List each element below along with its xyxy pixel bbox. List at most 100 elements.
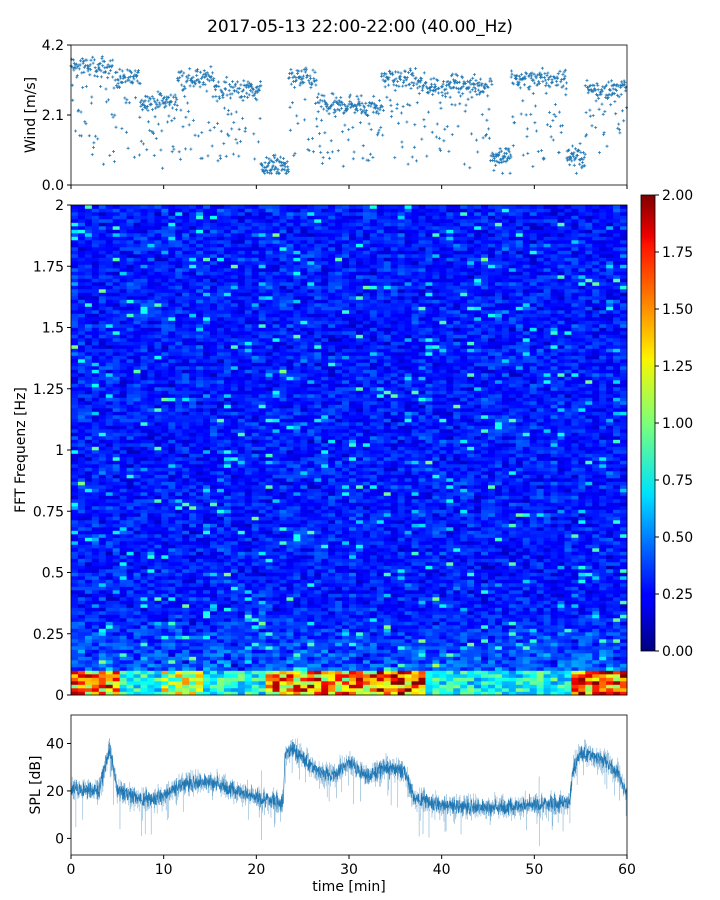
- spectrogram-cell: [411, 583, 419, 587]
- spectrogram-cell: [355, 551, 364, 556]
- wind-point: [241, 88, 245, 92]
- spectrogram-cell: [494, 674, 503, 678]
- spectrogram-cell: [98, 607, 107, 612]
- spectrogram-cell: [321, 551, 329, 556]
- wind-point: [174, 108, 178, 112]
- spectrogram-cell: [216, 649, 225, 654]
- wind-point: [403, 70, 407, 73]
- wind-point: [389, 72, 393, 76]
- spectrogram-cell: [585, 583, 593, 587]
- spectrogram-cell: [536, 562, 544, 566]
- spectrogram-cell: [168, 551, 176, 556]
- wind-point: [436, 79, 440, 83]
- spectrogram-cell: [418, 558, 426, 563]
- spectrogram-cell: [432, 688, 440, 692]
- spectrogram-cell: [119, 639, 127, 643]
- spectrogram-cell: [474, 586, 482, 591]
- spectrogram-cell: [620, 688, 628, 692]
- spectrogram-cell: [230, 551, 239, 556]
- spectrogram-cell: [578, 618, 586, 622]
- spectrogram-cell: [460, 653, 468, 657]
- spectrogram-cell: [210, 667, 218, 671]
- spectrogram-cell: [112, 583, 121, 587]
- spectrogram-cell: [474, 653, 482, 657]
- spectrogram-cell: [599, 541, 607, 545]
- spectrogram-cell: [529, 684, 538, 689]
- spectrogram-cell: [223, 681, 232, 685]
- spectrogram-cell: [321, 579, 329, 584]
- wind-point: [299, 77, 303, 81]
- spectrogram-cell: [196, 537, 204, 542]
- spectrogram-cell: [355, 632, 364, 636]
- spectrogram-cell: [460, 642, 468, 647]
- spectrogram-cell: [307, 632, 315, 636]
- spectrogram-cell: [564, 600, 572, 605]
- spectrogram-cell: [314, 667, 322, 671]
- spectrogram-cell: [321, 621, 329, 626]
- spectrogram-cell: [481, 653, 489, 657]
- wind-point: [371, 155, 375, 159]
- spectrogram-cell: [515, 558, 524, 563]
- spectrogram-cell: [293, 681, 301, 685]
- spectrogram-cell: [244, 670, 253, 675]
- wind-point: [319, 150, 323, 154]
- wind-point: [401, 84, 405, 88]
- spectrogram-cell: [474, 590, 482, 594]
- spectrogram-cell: [140, 537, 148, 542]
- spectrogram-cell: [286, 618, 294, 622]
- spectrogram-cell: [84, 611, 93, 615]
- spectrogram-cell: [71, 667, 79, 671]
- spectrogram-cell: [362, 611, 371, 615]
- spectrogram-cell: [481, 569, 489, 573]
- spectrogram-cell: [397, 618, 405, 622]
- spectrogram-cell: [390, 597, 399, 601]
- spectrogram-cell: [411, 642, 419, 647]
- spectrogram-cell: [272, 600, 280, 605]
- spectrogram-cell: [557, 611, 565, 615]
- spectrogram-cell: [390, 579, 399, 584]
- spectrogram-cell: [376, 593, 385, 598]
- spectrogram-cell: [404, 646, 412, 650]
- spectrogram-cell: [460, 628, 468, 633]
- spectrogram-cell: [237, 555, 246, 559]
- spectrogram-cell: [140, 593, 148, 598]
- spectrogram-cell: [279, 667, 287, 671]
- spectrogram-cell: [362, 625, 371, 629]
- wind-point: [512, 82, 516, 86]
- spectrogram-cell: [168, 593, 176, 598]
- spectrogram-cell: [77, 562, 86, 566]
- wind-point: [473, 90, 477, 93]
- spectrogram-cell: [77, 558, 86, 563]
- spectrogram-cell: [237, 642, 246, 647]
- spectrogram-cell: [98, 628, 107, 633]
- spectrogram-cell: [522, 600, 531, 605]
- spectrogram-cell: [585, 625, 593, 629]
- wind-point: [189, 147, 193, 151]
- spectrogram-cell: [557, 572, 565, 577]
- spectrogram-cell: [522, 625, 531, 629]
- spectrogram-cell: [404, 569, 412, 573]
- spectrogram-cell: [390, 653, 399, 657]
- wind-point: [300, 69, 304, 73]
- spectrogram-cell: [98, 625, 107, 629]
- spectrogram-cell: [599, 635, 607, 640]
- spectrogram-cell: [418, 583, 426, 587]
- spectrogram-cell: [237, 607, 246, 612]
- spectrogram-cell: [376, 684, 385, 689]
- spectrogram-cell: [328, 593, 336, 598]
- spectrogram-cell: [522, 670, 531, 675]
- spectrogram-cell: [536, 576, 544, 580]
- spectrogram-cell: [335, 642, 343, 647]
- spectrogram-cell: [342, 600, 350, 605]
- spectrogram-cell: [105, 639, 114, 643]
- spectrogram-cell: [425, 667, 433, 671]
- spectrogram-cell: [453, 670, 461, 675]
- wind-point: [91, 55, 95, 59]
- spectrogram-cell: [508, 576, 517, 580]
- spectrogram-cell: [349, 562, 357, 566]
- spectrogram-cell: [467, 663, 475, 668]
- spectrogram-cell: [501, 649, 510, 654]
- spectrogram-cell: [265, 544, 273, 549]
- spectrogram-cell: [140, 583, 148, 587]
- spectrogram-cell: [474, 663, 482, 668]
